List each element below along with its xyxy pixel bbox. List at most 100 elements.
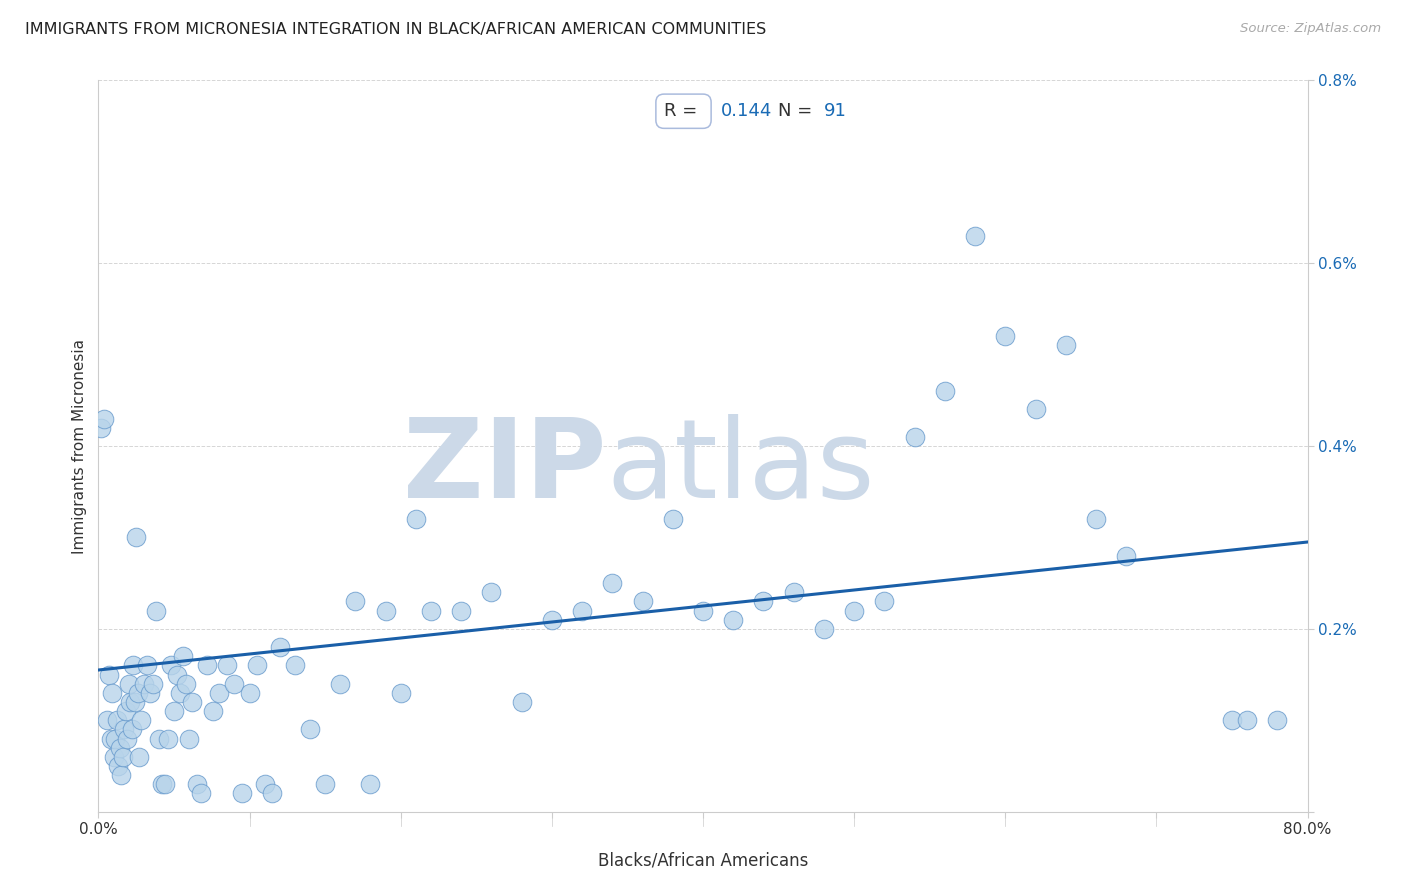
Point [602, 576, 624, 591]
Text: 0.144: 0.144 [721, 103, 772, 120]
Point [202, 704, 225, 718]
Point [128, 749, 150, 764]
Point [127, 686, 149, 700]
Point [510, 695, 533, 709]
Point [115, 731, 138, 746]
Point [172, 649, 194, 664]
Point [314, 777, 336, 791]
Point [934, 384, 956, 399]
Point [135, 658, 157, 673]
Point [129, 714, 152, 728]
Point [215, 658, 238, 673]
Point [374, 603, 396, 617]
Point [90, 421, 112, 435]
Point [107, 759, 129, 773]
Point [752, 594, 775, 608]
Point [661, 512, 683, 526]
Point [208, 686, 231, 700]
Point [163, 704, 186, 718]
Point [169, 686, 191, 700]
Point [224, 676, 246, 690]
Point [98, 667, 121, 681]
Point [96, 714, 118, 728]
Point [190, 787, 212, 801]
Point [112, 723, 135, 737]
Point [239, 686, 262, 700]
Point [111, 749, 134, 764]
Point [148, 731, 170, 746]
Text: R =: R = [664, 103, 703, 120]
Point [231, 787, 253, 801]
Point [108, 740, 131, 755]
Point [329, 676, 352, 690]
Point [873, 594, 896, 608]
Point [420, 603, 443, 617]
Point [100, 731, 122, 746]
Text: IMMIGRANTS FROM MICRONESIA INTEGRATION IN BLACK/AFRICAN AMERICAN COMMUNITIES: IMMIGRANTS FROM MICRONESIA INTEGRATION I… [25, 22, 766, 37]
Point [1220, 714, 1243, 728]
X-axis label: Blacks/African Americans: Blacks/African Americans [598, 851, 808, 869]
Point [1085, 512, 1108, 526]
Text: ZIP: ZIP [404, 415, 606, 522]
Point [125, 530, 148, 544]
Point [186, 777, 208, 791]
Point [1267, 714, 1289, 728]
Point [631, 594, 654, 608]
Point [904, 430, 927, 444]
Point [1054, 338, 1077, 352]
Point [160, 658, 183, 673]
Point [783, 585, 806, 599]
Point [122, 658, 145, 673]
Text: Source: ZipAtlas.com: Source: ZipAtlas.com [1240, 22, 1381, 36]
Point [195, 658, 218, 673]
Point [1115, 549, 1137, 563]
Point [174, 676, 197, 690]
Point [262, 787, 284, 801]
Point [965, 228, 987, 243]
Point [179, 731, 201, 746]
Point [118, 676, 141, 690]
Point [1236, 714, 1258, 728]
Point [124, 695, 146, 709]
Point [844, 603, 866, 617]
Point [692, 603, 714, 617]
Point [344, 594, 367, 608]
Point [253, 777, 276, 791]
Point [101, 686, 124, 700]
Point [93, 411, 115, 425]
Point [121, 723, 143, 737]
Text: N =: N = [778, 103, 818, 120]
Point [813, 622, 835, 636]
Point [540, 613, 562, 627]
Point [114, 704, 136, 718]
Point [450, 603, 472, 617]
Point [723, 613, 745, 627]
Point [103, 749, 125, 764]
Y-axis label: Immigrants from Micronesia: Immigrants from Micronesia [72, 338, 87, 554]
Point [120, 695, 142, 709]
Point [105, 714, 128, 728]
Point [269, 640, 291, 655]
Point [360, 777, 382, 791]
Point [104, 731, 127, 746]
Point [142, 676, 165, 690]
Text: 91: 91 [824, 103, 846, 120]
Point [299, 723, 322, 737]
Point [571, 603, 593, 617]
Point [181, 695, 204, 709]
Point [110, 768, 132, 782]
Text: atlas: atlas [606, 415, 875, 522]
Point [166, 667, 188, 681]
Point [481, 585, 503, 599]
Point [139, 686, 162, 700]
Point [405, 512, 427, 526]
Point [156, 731, 179, 746]
Point [150, 777, 173, 791]
Point [132, 676, 155, 690]
Point [153, 777, 176, 791]
Point [1024, 402, 1046, 417]
Point [389, 686, 412, 700]
Point [145, 603, 167, 617]
Point [246, 658, 269, 673]
Point [994, 329, 1017, 343]
